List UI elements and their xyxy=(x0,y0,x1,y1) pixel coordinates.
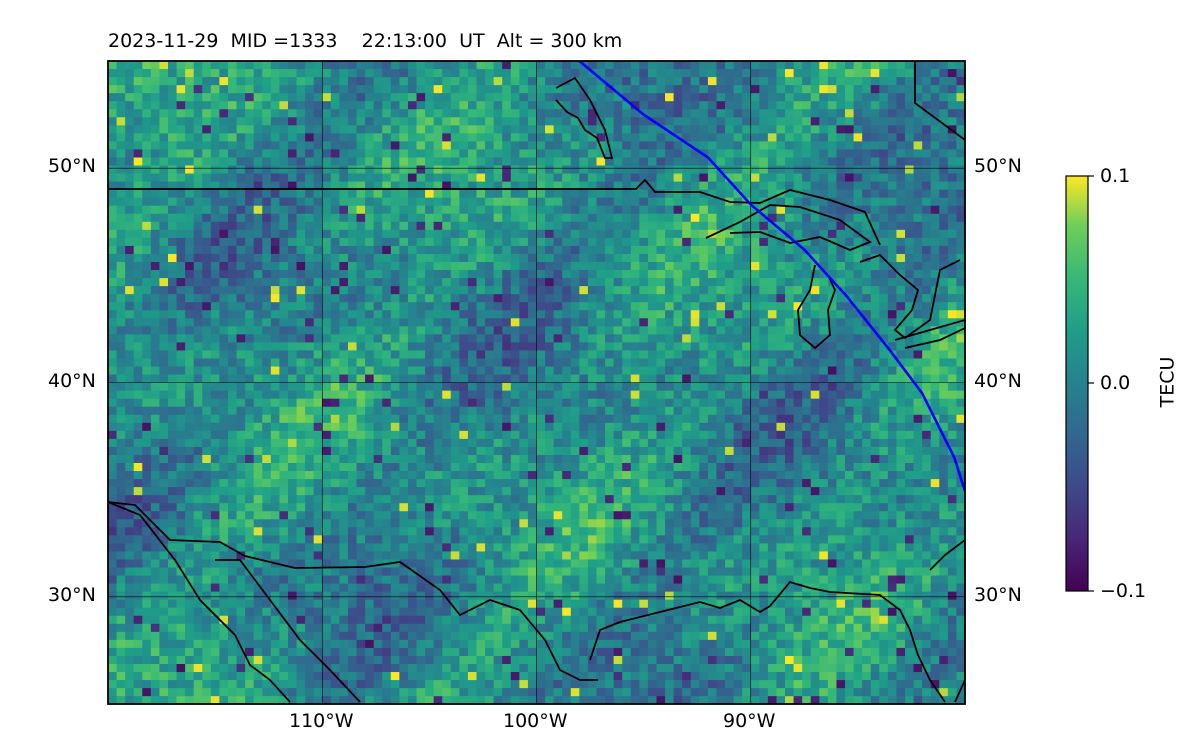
lat-label-right-50: 50°N xyxy=(974,155,1022,177)
lake-erie-ontario-outline xyxy=(894,319,965,349)
lon-label-110w: 110°W xyxy=(289,710,354,732)
lat-label-right-40: 40°N xyxy=(974,370,1022,392)
map-frame xyxy=(107,60,966,705)
lake-huron-outline xyxy=(859,253,961,340)
lon-label-100w: 100°W xyxy=(503,710,568,732)
colorbar-tick-label-zero: 0.0 xyxy=(1100,372,1131,394)
satellite-ground-track xyxy=(578,61,965,496)
lat-label-left-30: 30°N xyxy=(48,584,96,606)
lat-label-left-50: 50°N xyxy=(48,155,96,177)
lake-michigan-outline xyxy=(797,264,836,350)
us-canada-border xyxy=(108,178,881,246)
gulf-coast-outline xyxy=(589,580,946,703)
title-alt: Alt = 300 km xyxy=(496,30,623,52)
lat-label-left-40: 40°N xyxy=(48,370,96,392)
lat-label-right-30: 30°N xyxy=(974,584,1022,606)
florida-outline xyxy=(929,538,965,703)
title-time: 22:13:00 xyxy=(361,30,447,52)
map-title: 2023-11-29 MID =1333 22:13:00 UT Alt = 3… xyxy=(108,30,622,52)
map-gridlines xyxy=(108,61,965,704)
mexico-border xyxy=(108,501,598,681)
title-ut: UT xyxy=(459,30,485,52)
baja-california-outline xyxy=(108,501,291,703)
baja-gulf-outline xyxy=(215,559,361,703)
title-mid: MID =1333 xyxy=(230,30,338,52)
colorbar-tick-label-min: −0.1 xyxy=(1100,580,1147,602)
title-date: 2023-11-29 xyxy=(108,30,219,52)
lon-label-90w: 90°W xyxy=(723,710,776,732)
hudson-bay-shore xyxy=(914,61,965,141)
coastlines-and-borders xyxy=(108,61,965,703)
colorbar-tick-label-max: 0.1 xyxy=(1100,165,1131,187)
colorbar xyxy=(1065,175,1089,592)
lake-winnipeg-outline xyxy=(555,76,614,159)
colorbar-title: TECU xyxy=(1156,356,1179,408)
tec-pixel-field xyxy=(108,61,965,704)
